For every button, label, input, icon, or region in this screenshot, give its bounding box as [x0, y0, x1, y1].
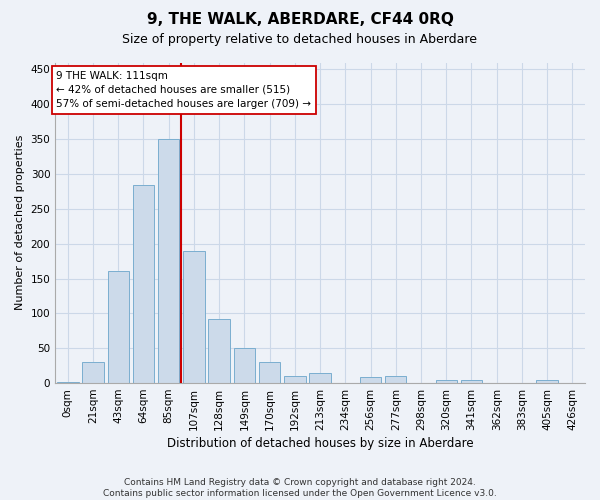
Bar	[208, 319, 230, 383]
Bar	[82, 362, 104, 383]
Y-axis label: Number of detached properties: Number of detached properties	[15, 135, 25, 310]
Bar	[133, 185, 154, 383]
Bar	[57, 382, 79, 383]
Bar	[385, 376, 406, 383]
Bar	[183, 250, 205, 383]
Bar	[284, 376, 305, 383]
Bar	[536, 380, 558, 383]
Bar	[360, 378, 381, 383]
Bar	[158, 139, 179, 383]
Bar	[259, 362, 280, 383]
Text: Size of property relative to detached houses in Aberdare: Size of property relative to detached ho…	[122, 32, 478, 46]
Text: Contains HM Land Registry data © Crown copyright and database right 2024.
Contai: Contains HM Land Registry data © Crown c…	[103, 478, 497, 498]
Bar	[107, 271, 129, 383]
Text: 9, THE WALK, ABERDARE, CF44 0RQ: 9, THE WALK, ABERDARE, CF44 0RQ	[146, 12, 454, 28]
Bar	[436, 380, 457, 383]
Text: 9 THE WALK: 111sqm
← 42% of detached houses are smaller (515)
57% of semi-detach: 9 THE WALK: 111sqm ← 42% of detached hou…	[56, 71, 311, 109]
X-axis label: Distribution of detached houses by size in Aberdare: Distribution of detached houses by size …	[167, 437, 473, 450]
Bar	[233, 348, 255, 383]
Bar	[461, 380, 482, 383]
Bar	[310, 372, 331, 383]
